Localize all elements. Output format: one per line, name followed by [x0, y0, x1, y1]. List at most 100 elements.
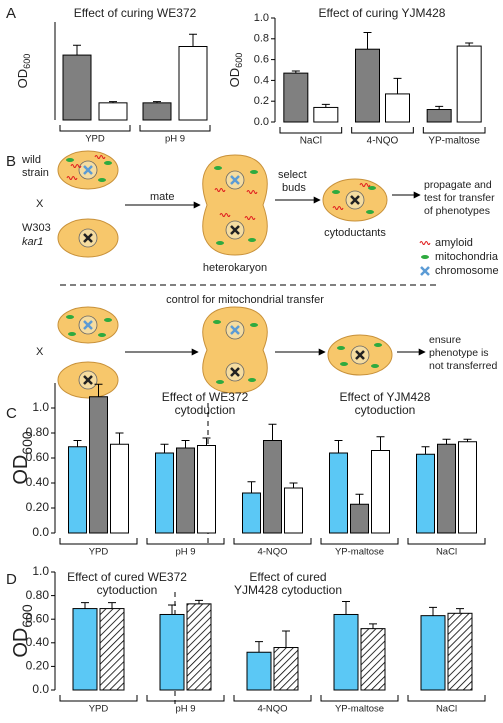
label: select	[278, 169, 307, 181]
bar	[456, 45, 482, 123]
heterokaryon-cell	[202, 154, 268, 256]
error-bar	[108, 602, 116, 609]
x-tick-label: NaCl	[300, 136, 322, 147]
y-tick-label: 0.60	[26, 611, 50, 625]
category-bracket	[407, 538, 486, 545]
error-bar	[109, 101, 117, 103]
category-bracket	[233, 538, 312, 545]
y-tick-label: 0.0	[32, 525, 49, 539]
error-bar	[363, 32, 372, 50]
category-bracket	[59, 125, 131, 132]
y-axis-label: OD600	[10, 431, 34, 485]
bar	[355, 48, 380, 123]
y-tick-label: 1.0	[32, 400, 49, 414]
bar	[72, 608, 98, 691]
error-bar	[435, 105, 444, 110]
category-bracket	[59, 538, 138, 545]
error-bar	[429, 606, 437, 616]
label: heterokaryon	[203, 262, 267, 274]
bar	[186, 603, 212, 691]
error-bar	[291, 70, 300, 74]
error-bar	[376, 436, 385, 451]
x-tick-label: 4-NQO	[257, 547, 287, 558]
bar	[178, 46, 208, 121]
error-bar	[393, 77, 402, 94]
label: wild	[21, 154, 41, 166]
x-tick-label: pH 9	[165, 134, 185, 145]
cell	[57, 218, 119, 258]
bar	[197, 445, 216, 534]
error-bar	[268, 423, 277, 441]
error-bar	[421, 446, 430, 455]
annotation: Effect of cured	[249, 570, 326, 584]
error-bar	[334, 440, 343, 453]
x-tick-label: pH 9	[175, 547, 195, 558]
category-bracket	[146, 695, 225, 702]
error-bar	[168, 604, 176, 615]
error-bar	[342, 601, 350, 615]
bar	[313, 106, 339, 123]
y-tick-label: 0.20	[26, 500, 50, 514]
y-tick-label: 1.0	[254, 12, 269, 24]
y-axis-label-sub: 600	[19, 431, 35, 455]
cross: X	[36, 198, 44, 210]
cell	[57, 306, 119, 344]
panel-letter: C	[6, 405, 17, 422]
x-tick-label: YPD	[89, 547, 109, 558]
error-bar	[195, 599, 203, 604]
y-axis-label-main: OD	[227, 68, 242, 88]
bar	[242, 492, 261, 534]
error-bar	[282, 630, 290, 648]
panel-letter: D	[6, 571, 17, 588]
category-bracket	[320, 538, 399, 545]
x-tick-label: NaCl	[436, 704, 457, 715]
error-bar	[153, 101, 161, 103]
category-bracket	[407, 695, 486, 702]
bar	[99, 608, 125, 691]
cell	[327, 334, 393, 376]
bar	[159, 613, 185, 691]
bar	[385, 93, 410, 123]
error-bar	[247, 481, 256, 493]
bar	[426, 109, 452, 123]
label: phenotype is	[429, 347, 489, 359]
y-axis-label: OD600	[15, 54, 32, 89]
category-bracket	[146, 538, 225, 545]
y-axis-label-sub: 600	[234, 53, 244, 68]
bar	[371, 450, 390, 534]
bar	[458, 441, 477, 534]
label: of phenotypes	[424, 205, 490, 217]
bar	[246, 651, 272, 691]
label: ensure	[429, 334, 461, 346]
error-bar	[81, 602, 89, 609]
label: strain	[22, 167, 49, 179]
annotation: Effect of WE372	[162, 390, 249, 404]
heterokaryon-cell	[202, 306, 268, 394]
panel-letter: A	[6, 5, 16, 22]
error-bar	[456, 608, 464, 614]
x-tick-label: 4-NQO	[367, 136, 399, 147]
category-bracket	[59, 695, 138, 702]
y-tick-label: 0.80	[26, 425, 50, 439]
cell	[57, 150, 119, 190]
annotation: YJM428 cytoduction	[234, 583, 342, 597]
label: cytoductants	[324, 227, 386, 239]
legend-label: amyloid	[435, 237, 473, 249]
bar	[437, 443, 456, 534]
error-bar	[369, 623, 377, 629]
label: buds	[282, 182, 306, 194]
error-bar	[73, 440, 82, 447]
category-bracket	[279, 127, 343, 134]
bar	[420, 615, 446, 691]
y-axis-label-main: OD	[10, 628, 32, 658]
bar	[416, 453, 435, 534]
y-axis-label: OD600	[227, 53, 244, 88]
y-axis-label-sub: 600	[19, 604, 35, 628]
y-tick-label: 0.80	[26, 588, 50, 602]
category-bracket	[233, 695, 312, 702]
annotation: cytoduction	[355, 403, 416, 417]
y-tick-label: 1.0	[32, 564, 49, 578]
error-bar	[160, 443, 169, 453]
